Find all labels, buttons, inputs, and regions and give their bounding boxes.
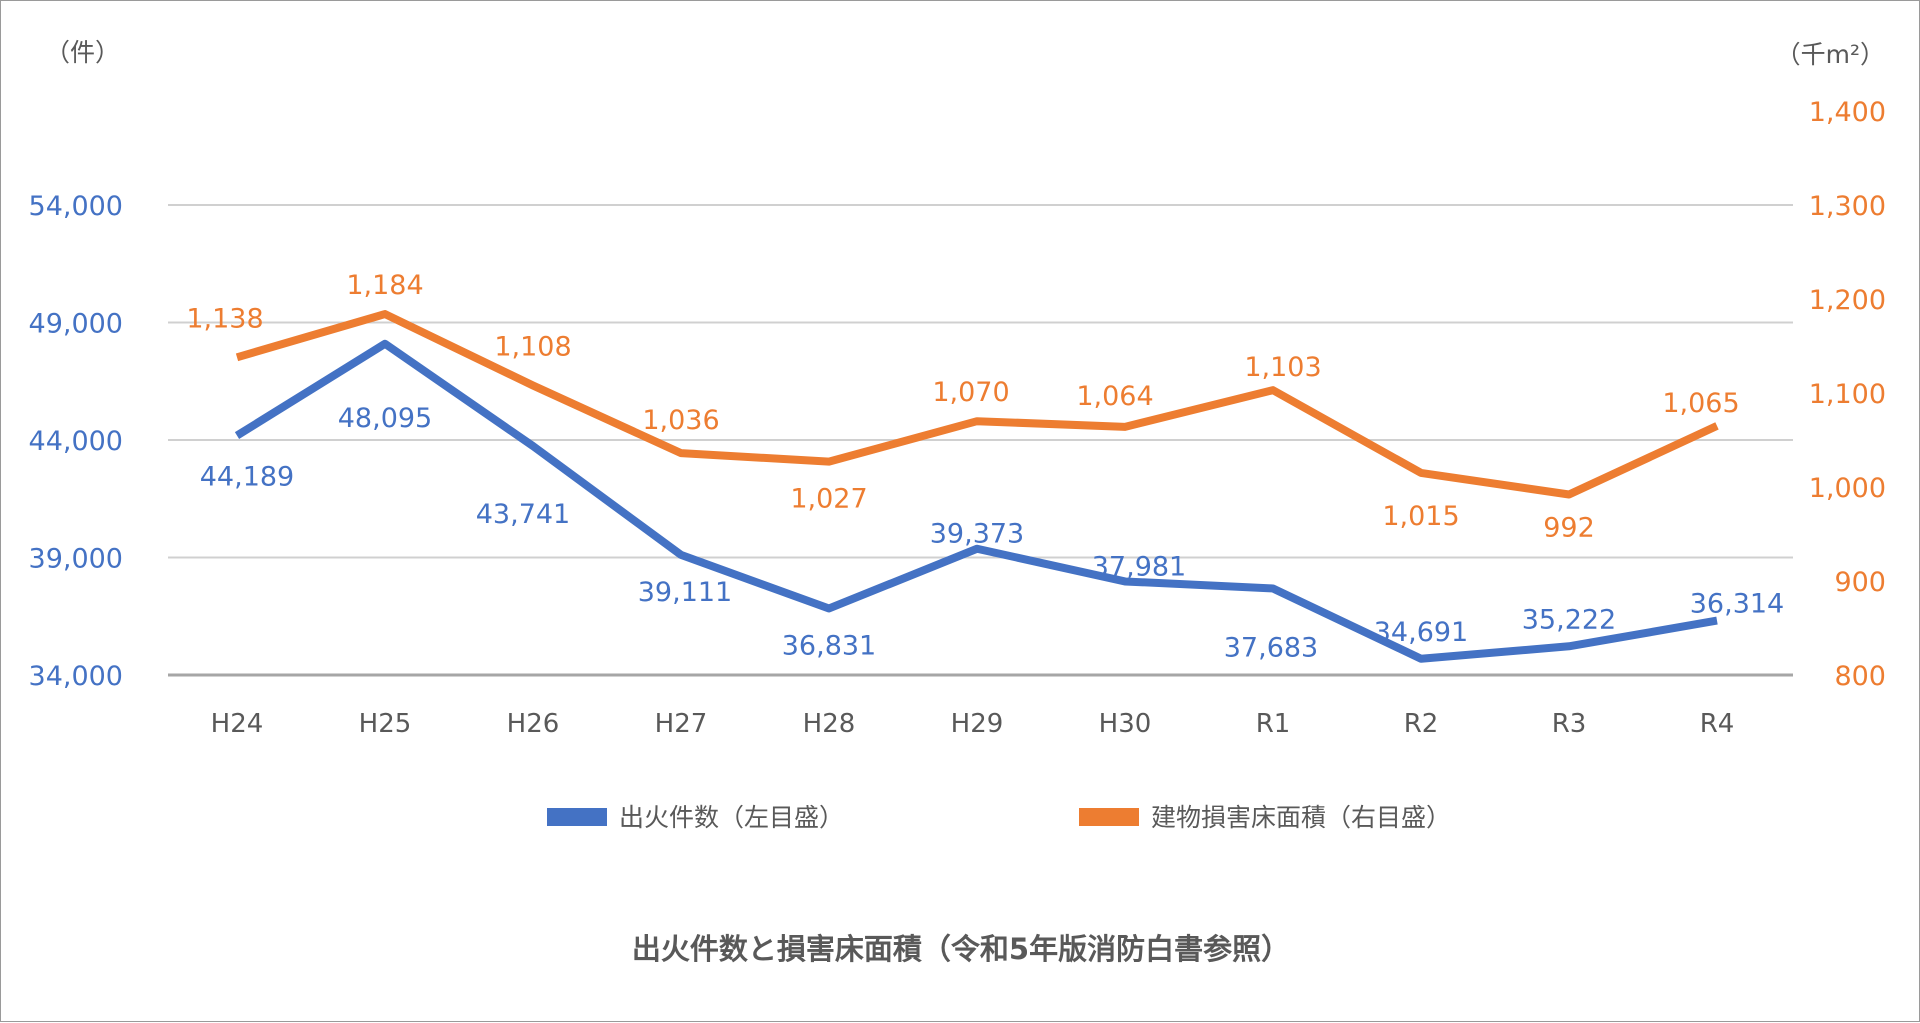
- legend-label-fires: 出火件数（左目盛）: [619, 803, 844, 832]
- data-label: 992: [1543, 513, 1595, 544]
- data-label: 1,027: [790, 484, 867, 515]
- x-category-label: H30: [1099, 709, 1152, 739]
- legend-swatch-orange: [1079, 808, 1139, 826]
- left-tick-label: 49,000: [29, 309, 123, 340]
- right-tick-label: 900: [1834, 567, 1886, 598]
- right-tick-label: 800: [1834, 661, 1886, 692]
- left-tick-label: 34,000: [29, 661, 123, 692]
- data-label: 35,222: [1522, 604, 1616, 635]
- right-tick-label: 1,000: [1809, 473, 1886, 504]
- right-axis-ticks: 800 900 1,000 1,100 1,200 1,300 1,400: [1809, 97, 1886, 692]
- legend-label-floor-area: 建物損害床面積（右目盛）: [1151, 803, 1451, 832]
- data-label: 1,070: [932, 377, 1009, 408]
- data-label: 1,015: [1382, 501, 1459, 532]
- data-label: 37,683: [1224, 632, 1318, 663]
- x-category-label: H25: [359, 709, 412, 739]
- data-label: 1,108: [494, 331, 571, 362]
- data-label: 34,691: [1374, 617, 1468, 648]
- left-axis-unit: （件）: [45, 38, 120, 67]
- data-label: 39,373: [930, 519, 1024, 550]
- right-tick-label: 1,200: [1809, 285, 1886, 316]
- x-category-label: H27: [655, 709, 708, 739]
- left-axis-ticks: 34,000 39,000 44,000 49,000 54,000: [29, 191, 123, 692]
- data-label: 44,189: [200, 462, 294, 493]
- x-category-label: H26: [507, 709, 560, 739]
- data-label: 48,095: [338, 403, 432, 434]
- left-tick-label: 44,000: [29, 426, 123, 457]
- legend: 出火件数（左目盛） 建物損害床面積（右目盛）: [547, 803, 1451, 832]
- legend-item-fires[interactable]: 出火件数（左目盛）: [547, 803, 844, 832]
- data-label: 1,036: [642, 405, 719, 436]
- right-tick-label: 1,100: [1809, 379, 1886, 410]
- data-label: 39,111: [638, 577, 732, 608]
- data-label: 1,065: [1662, 388, 1739, 419]
- right-axis-unit: （千m²）: [1776, 40, 1885, 69]
- data-label: 1,103: [1244, 352, 1321, 383]
- data-label: 1,184: [346, 270, 423, 301]
- data-label: 1,138: [186, 303, 263, 334]
- right-tick-label: 1,300: [1809, 191, 1886, 222]
- legend-swatch-blue: [547, 808, 607, 826]
- data-label: 36,314: [1690, 589, 1784, 620]
- x-category-label: H24: [211, 709, 264, 739]
- x-category-label: R3: [1552, 709, 1587, 739]
- data-labels: 44,189 48,095 43,741 39,111 36,831 39,373 37,9…: [186, 270, 1784, 663]
- legend-item-floor-area[interactable]: 建物損害床面積（右目盛）: [1079, 803, 1451, 832]
- x-category-label: H28: [803, 709, 856, 739]
- floor-area-line[interactable]: [235, 310, 1719, 499]
- left-tick-label: 39,000: [29, 544, 123, 575]
- series-lines: [234, 310, 1719, 663]
- x-category-label: R2: [1404, 709, 1439, 739]
- data-label: 37,981: [1092, 551, 1186, 582]
- x-category-label: H29: [951, 709, 1004, 739]
- x-axis-categories: H24 H25 H26 H27 H28 H29 H30 R1 R2 R3 R4: [211, 709, 1735, 739]
- left-tick-label: 54,000: [29, 191, 123, 222]
- right-tick-label: 1,400: [1809, 97, 1886, 128]
- x-category-label: R4: [1700, 709, 1735, 739]
- data-label: 36,831: [782, 630, 876, 661]
- data-label: 43,741: [476, 499, 570, 530]
- fires-line[interactable]: [234, 339, 1718, 663]
- chart-title: 出火件数と損害床面積（令和5年版消防白書参照）: [632, 932, 1290, 966]
- gridlines: [168, 204, 1793, 677]
- data-label: 1,064: [1076, 381, 1153, 412]
- x-category-label: R1: [1256, 709, 1291, 739]
